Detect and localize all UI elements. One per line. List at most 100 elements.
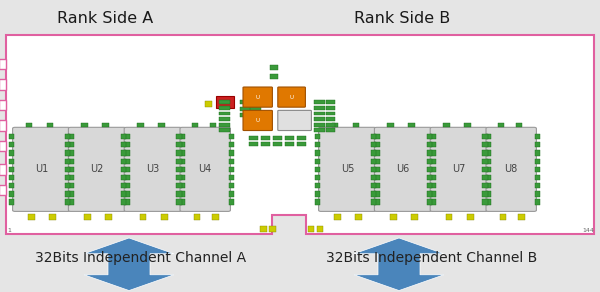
Bar bbox=[482, 191, 488, 197]
Bar bbox=[326, 128, 335, 132]
Bar bbox=[374, 134, 380, 139]
Bar bbox=[332, 123, 338, 127]
FancyBboxPatch shape bbox=[319, 127, 376, 211]
Bar bbox=[121, 159, 126, 164]
Bar bbox=[121, 167, 126, 172]
Bar bbox=[250, 107, 261, 111]
Bar bbox=[430, 191, 436, 197]
Bar bbox=[326, 100, 335, 104]
Bar bbox=[180, 199, 185, 205]
Bar bbox=[229, 191, 234, 197]
Bar bbox=[326, 123, 335, 127]
Bar bbox=[315, 191, 320, 197]
Bar bbox=[482, 175, 488, 180]
Bar bbox=[9, 150, 14, 156]
FancyBboxPatch shape bbox=[124, 127, 182, 211]
Bar bbox=[482, 183, 488, 188]
Bar bbox=[180, 150, 185, 156]
Bar bbox=[9, 134, 14, 139]
Bar bbox=[9, 142, 14, 147]
Bar bbox=[430, 183, 436, 188]
Bar bbox=[0, 141, 6, 151]
Bar bbox=[65, 175, 70, 180]
Bar bbox=[180, 142, 185, 147]
Bar bbox=[194, 214, 200, 220]
Bar bbox=[427, 142, 432, 147]
Bar bbox=[158, 123, 165, 127]
Bar bbox=[0, 164, 6, 175]
Bar bbox=[535, 167, 540, 172]
Bar bbox=[0, 59, 6, 69]
Bar bbox=[65, 134, 70, 139]
Bar bbox=[9, 159, 14, 164]
Bar bbox=[535, 183, 540, 188]
FancyBboxPatch shape bbox=[243, 110, 272, 131]
Bar bbox=[68, 167, 74, 172]
Bar bbox=[427, 191, 432, 197]
Bar bbox=[482, 167, 488, 172]
Text: 32Bits Independent Channel A: 32Bits Independent Channel A bbox=[35, 251, 247, 265]
Bar bbox=[273, 136, 282, 140]
Bar bbox=[371, 159, 376, 164]
Bar bbox=[229, 183, 234, 188]
Bar bbox=[229, 142, 234, 147]
Bar bbox=[229, 175, 234, 180]
Bar bbox=[121, 134, 126, 139]
Bar bbox=[229, 150, 234, 156]
Bar bbox=[464, 123, 471, 127]
Bar bbox=[124, 142, 130, 147]
Bar bbox=[535, 175, 540, 180]
Bar bbox=[176, 183, 182, 188]
FancyBboxPatch shape bbox=[374, 127, 432, 211]
Bar bbox=[270, 74, 278, 79]
Bar bbox=[482, 150, 488, 156]
Bar bbox=[427, 150, 432, 156]
Bar bbox=[216, 96, 234, 108]
Bar bbox=[374, 199, 380, 205]
Bar bbox=[314, 112, 325, 115]
Bar bbox=[486, 167, 491, 172]
Bar bbox=[374, 167, 380, 172]
Bar bbox=[430, 142, 436, 147]
Bar bbox=[219, 123, 230, 127]
Text: U5: U5 bbox=[341, 164, 354, 174]
Bar bbox=[219, 112, 230, 115]
Bar bbox=[176, 142, 182, 147]
Bar bbox=[411, 214, 418, 220]
Bar bbox=[467, 214, 473, 220]
Bar bbox=[124, 134, 130, 139]
Bar bbox=[270, 65, 278, 70]
Bar bbox=[0, 185, 6, 195]
Bar bbox=[308, 226, 314, 232]
Bar bbox=[388, 123, 394, 127]
Bar bbox=[9, 175, 14, 180]
Bar bbox=[314, 106, 325, 110]
Bar bbox=[65, 167, 70, 172]
Bar bbox=[446, 214, 452, 220]
Bar bbox=[82, 123, 88, 127]
Bar bbox=[137, 123, 144, 127]
Bar bbox=[65, 199, 70, 205]
Bar bbox=[374, 150, 380, 156]
Bar bbox=[297, 142, 306, 146]
Bar bbox=[482, 199, 488, 205]
Bar bbox=[371, 150, 376, 156]
Bar bbox=[180, 159, 185, 164]
Bar bbox=[374, 175, 380, 180]
Text: 144: 144 bbox=[582, 228, 594, 233]
Bar bbox=[371, 142, 376, 147]
Bar bbox=[28, 214, 35, 220]
Bar bbox=[315, 183, 320, 188]
Text: 1: 1 bbox=[8, 228, 11, 233]
Bar bbox=[68, 191, 74, 197]
Bar bbox=[374, 159, 380, 164]
Bar bbox=[176, 150, 182, 156]
Bar bbox=[317, 226, 323, 232]
Bar bbox=[390, 214, 397, 220]
FancyBboxPatch shape bbox=[278, 87, 305, 107]
Bar bbox=[229, 134, 234, 139]
Bar bbox=[26, 123, 32, 127]
Bar bbox=[219, 100, 230, 104]
Bar bbox=[486, 134, 491, 139]
Bar bbox=[500, 214, 506, 220]
